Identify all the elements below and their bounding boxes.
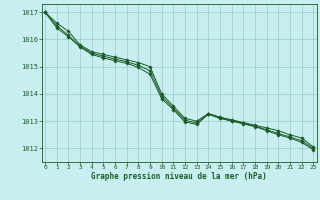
X-axis label: Graphe pression niveau de la mer (hPa): Graphe pression niveau de la mer (hPa) [91, 172, 267, 181]
